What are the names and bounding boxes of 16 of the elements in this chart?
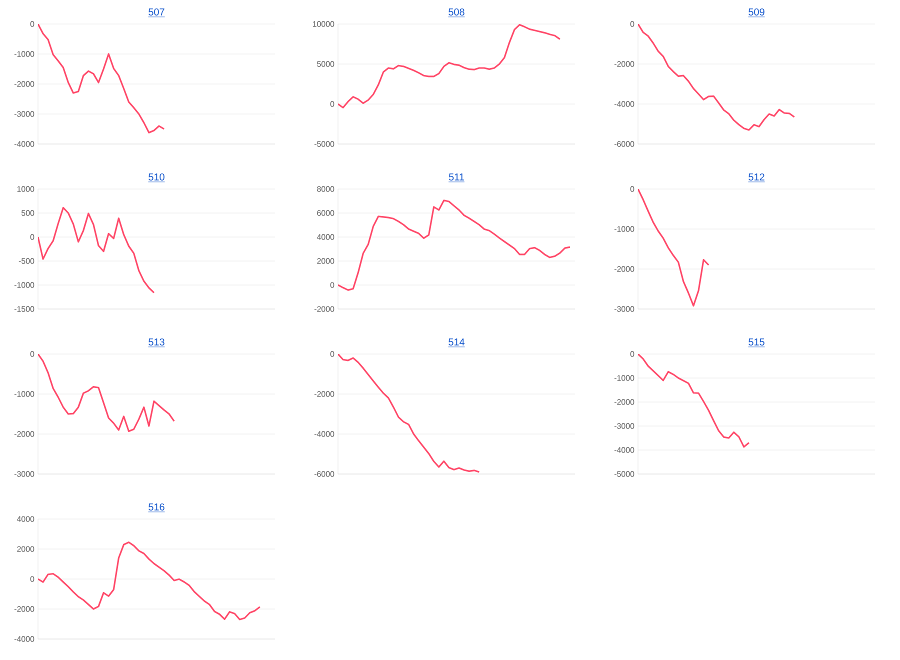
chart-title: 514: [448, 338, 465, 346]
chart-title: 513: [148, 338, 164, 346]
line-series: [38, 354, 175, 432]
line-series: [638, 189, 710, 307]
line-series: [38, 24, 165, 134]
chart-title: 515: [748, 338, 764, 346]
line-series: [638, 24, 796, 131]
chart-title: 516: [148, 503, 164, 511]
chart-title: 510: [148, 173, 164, 181]
chart-title: 512: [748, 173, 764, 181]
line-series: [38, 206, 155, 294]
chart-title: 507: [148, 8, 164, 16]
chart-title: 509: [748, 8, 764, 16]
line-series: [338, 200, 571, 291]
chart-title: 508: [448, 8, 464, 16]
chart-title: 511: [448, 174, 464, 181]
